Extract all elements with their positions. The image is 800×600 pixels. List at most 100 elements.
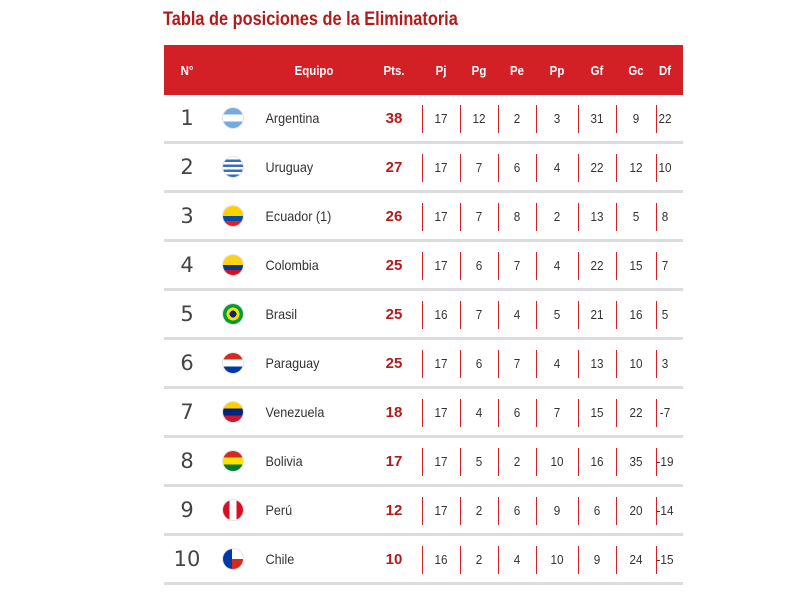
column-separator bbox=[536, 399, 537, 427]
team-name: Venezuela bbox=[265, 404, 325, 420]
drawn-cell: 2 bbox=[513, 453, 521, 469]
column-separator bbox=[422, 497, 423, 525]
header-pts: Pts. bbox=[383, 62, 405, 78]
won-cell: 6 bbox=[475, 257, 483, 273]
goal-diff-cell: 10 bbox=[658, 159, 672, 175]
drawn-cell: 4 bbox=[513, 306, 521, 322]
argentina-flag-icon bbox=[223, 108, 243, 128]
column-separator bbox=[578, 399, 579, 427]
goals-against-cell: 15 bbox=[629, 257, 643, 273]
lost-cell: 10 bbox=[550, 453, 564, 469]
column-separator bbox=[616, 497, 617, 525]
column-separator bbox=[578, 203, 579, 231]
goal-diff-cell: -19 bbox=[656, 453, 674, 469]
lost-cell: 4 bbox=[553, 257, 561, 273]
column-separator bbox=[536, 301, 537, 329]
goals-against-cell: 16 bbox=[629, 306, 643, 322]
column-separator bbox=[498, 154, 499, 182]
goals-for-cell: 22 bbox=[590, 159, 604, 175]
table-row: 1 Argentina 38 17 12 2 3 31 9 22 bbox=[164, 95, 683, 144]
position-cell: 2 bbox=[180, 155, 194, 179]
header-gf: Gf bbox=[590, 62, 604, 78]
goals-for-cell: 31 bbox=[590, 110, 604, 126]
team-name: Brasil bbox=[265, 306, 298, 322]
team-name: Argentina bbox=[265, 110, 320, 126]
played-cell: 17 bbox=[434, 110, 448, 126]
column-separator bbox=[422, 301, 423, 329]
lost-cell: 9 bbox=[553, 502, 561, 518]
column-separator bbox=[422, 448, 423, 476]
won-cell: 4 bbox=[475, 404, 483, 420]
header-pp: Pp bbox=[549, 62, 565, 78]
goals-for-cell: 6 bbox=[593, 502, 601, 518]
column-separator bbox=[460, 350, 461, 378]
column-separator bbox=[616, 350, 617, 378]
goals-for-cell: 15 bbox=[590, 404, 604, 420]
column-separator bbox=[656, 154, 657, 182]
drawn-cell: 2 bbox=[513, 110, 521, 126]
header-pos: N° bbox=[180, 62, 194, 78]
team-name: Colombia bbox=[265, 257, 319, 273]
goals-against-cell: 35 bbox=[629, 453, 643, 469]
column-separator bbox=[422, 350, 423, 378]
goal-diff-cell: 8 bbox=[661, 208, 669, 224]
table-row: 7 Venezuela 18 17 4 6 7 15 22 -7 bbox=[164, 389, 683, 438]
points-cell: 18 bbox=[385, 403, 403, 421]
points-cell: 25 bbox=[385, 256, 403, 274]
won-cell: 7 bbox=[475, 306, 483, 322]
column-separator bbox=[616, 546, 617, 574]
team-name: Chile bbox=[265, 551, 295, 567]
table-row: 3 Ecuador (1) 26 17 7 8 2 13 5 8 bbox=[164, 193, 683, 242]
table-row: 8 Bolivia 17 17 5 2 10 16 35 -19 bbox=[164, 438, 683, 487]
bolivia-flag-icon bbox=[223, 451, 243, 471]
lost-cell: 7 bbox=[553, 404, 561, 420]
lost-cell: 10 bbox=[550, 551, 564, 567]
header-pj: Pj bbox=[435, 62, 447, 78]
column-separator bbox=[422, 546, 423, 574]
drawn-cell: 7 bbox=[513, 355, 521, 371]
played-cell: 16 bbox=[434, 551, 448, 567]
column-separator bbox=[460, 301, 461, 329]
position-cell: 9 bbox=[180, 498, 194, 522]
goal-diff-cell: 7 bbox=[661, 257, 669, 273]
column-separator bbox=[656, 252, 657, 280]
goal-diff-cell: 3 bbox=[661, 355, 669, 371]
team-name: Paraguay bbox=[265, 355, 320, 371]
column-separator bbox=[656, 448, 657, 476]
goal-diff-cell: 5 bbox=[661, 306, 669, 322]
column-separator bbox=[536, 448, 537, 476]
goals-for-cell: 16 bbox=[590, 453, 604, 469]
points-cell: 38 bbox=[385, 109, 403, 127]
won-cell: 7 bbox=[475, 208, 483, 224]
points-cell: 25 bbox=[385, 305, 403, 323]
column-separator bbox=[656, 399, 657, 427]
column-separator bbox=[578, 105, 579, 133]
played-cell: 17 bbox=[434, 257, 448, 273]
column-separator bbox=[656, 350, 657, 378]
points-cell: 27 bbox=[385, 158, 403, 176]
peru-flag-icon bbox=[223, 500, 243, 520]
column-separator bbox=[578, 350, 579, 378]
column-separator bbox=[616, 105, 617, 133]
played-cell: 17 bbox=[434, 159, 448, 175]
header-pe: Pe bbox=[510, 62, 524, 78]
column-separator bbox=[616, 154, 617, 182]
column-separator bbox=[460, 154, 461, 182]
column-separator bbox=[616, 301, 617, 329]
column-separator bbox=[460, 399, 461, 427]
column-separator bbox=[656, 546, 657, 574]
column-separator bbox=[460, 546, 461, 574]
won-cell: 12 bbox=[472, 110, 486, 126]
column-separator bbox=[498, 203, 499, 231]
played-cell: 17 bbox=[434, 404, 448, 420]
column-separator bbox=[536, 252, 537, 280]
drawn-cell: 4 bbox=[513, 551, 521, 567]
header-gc: Gc bbox=[628, 62, 644, 78]
column-separator bbox=[536, 350, 537, 378]
column-separator bbox=[460, 448, 461, 476]
won-cell: 2 bbox=[475, 502, 483, 518]
column-separator bbox=[460, 252, 461, 280]
lost-cell: 5 bbox=[553, 306, 561, 322]
goals-for-cell: 21 bbox=[590, 306, 604, 322]
column-separator bbox=[498, 448, 499, 476]
